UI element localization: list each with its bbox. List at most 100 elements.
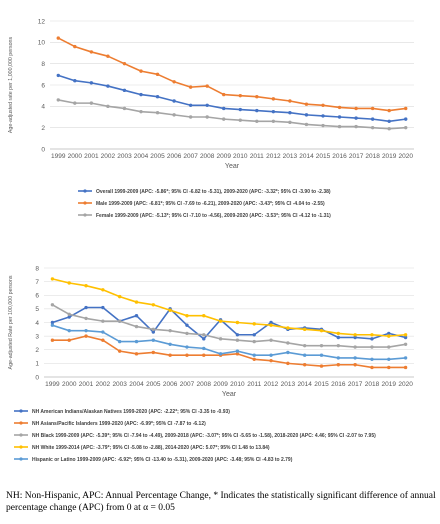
series-line-2 xyxy=(58,99,406,130)
data-point-series-1 xyxy=(337,105,342,110)
data-point-series-0 xyxy=(235,333,240,337)
data-point-series-2 xyxy=(235,338,240,342)
data-point-series-3 xyxy=(252,322,256,326)
data-point-series-3 xyxy=(286,326,290,330)
legend-label-0: NH American Indians/Alaskan Natives 1999… xyxy=(32,409,230,415)
data-point-series-3 xyxy=(185,313,189,318)
x-tick-label: 2013 xyxy=(281,381,296,388)
data-point-series-1 xyxy=(139,69,143,73)
legend-marker-0 xyxy=(19,409,23,413)
legend-marker-4 xyxy=(19,457,23,461)
x-tick-label: 2020 xyxy=(398,381,413,388)
data-point-series-2 xyxy=(370,125,375,130)
data-point-series-0 xyxy=(255,108,259,113)
data-point-series-0 xyxy=(288,111,292,115)
data-point-series-2 xyxy=(238,118,242,122)
data-point-series-4 xyxy=(302,353,307,357)
legend-label-2: Female 1999-2009 (APC: -5.13*; 95% CI -7… xyxy=(96,213,331,219)
x-tick-label: 1999 xyxy=(51,153,66,160)
data-point-series-1 xyxy=(238,93,242,98)
x-tick-label: 2011 xyxy=(250,153,264,160)
data-point-series-1 xyxy=(286,361,290,366)
data-point-series-1 xyxy=(271,97,276,101)
data-point-series-4 xyxy=(134,339,139,344)
data-point-series-1 xyxy=(370,365,374,370)
x-tick-label: 2006 xyxy=(167,153,182,160)
data-point-series-0 xyxy=(304,113,309,117)
data-point-series-1 xyxy=(288,99,292,103)
data-point-series-2 xyxy=(151,327,156,332)
data-point-series-1 xyxy=(67,338,71,342)
x-tick-label: 2011 xyxy=(247,381,261,388)
x-tick-label: 2009 xyxy=(213,381,228,388)
y-tick-label: 10 xyxy=(38,40,46,47)
data-point-series-4 xyxy=(269,353,273,357)
data-point-series-3 xyxy=(235,320,240,325)
data-point-series-3 xyxy=(168,308,172,312)
x-tick-label: 2001 xyxy=(79,381,94,388)
data-point-series-3 xyxy=(218,319,223,323)
series-line-0 xyxy=(52,306,406,340)
data-point-series-2 xyxy=(73,101,77,105)
y-tick-label: 0 xyxy=(35,374,39,381)
x-tick-label: 2007 xyxy=(180,381,195,388)
legend-label-3: NH White 1999-2014 (APC: -3.79*; 95% CI … xyxy=(32,445,270,451)
data-point-series-2 xyxy=(188,115,193,119)
legend-label-1: NH Asians/Pacific Islanders 1999-2020 (A… xyxy=(32,421,206,427)
data-point-series-3 xyxy=(67,281,71,285)
x-tick-label: 2007 xyxy=(183,153,198,160)
data-point-series-3 xyxy=(302,327,307,332)
data-point-series-1 xyxy=(84,334,88,338)
x-tick-label: 2010 xyxy=(230,381,245,388)
x-tick-label: 2010 xyxy=(233,153,248,160)
x-tick-label: 2006 xyxy=(163,381,178,388)
data-point-series-0 xyxy=(122,88,127,93)
legend-label-0: Overall 1999-2009 (APC: -5.86*; 95% CI -… xyxy=(96,189,331,195)
series-line-2 xyxy=(52,304,406,348)
data-point-series-1 xyxy=(404,106,408,111)
x-tick-label: 2020 xyxy=(398,153,413,160)
data-point-series-2 xyxy=(336,343,341,348)
data-point-series-1 xyxy=(321,103,325,107)
data-point-series-2 xyxy=(122,106,127,111)
y-tick-label: 4 xyxy=(35,320,39,327)
x-tick-label: 2002 xyxy=(96,381,111,388)
data-point-series-1 xyxy=(50,338,55,342)
x-tick-label: 2002 xyxy=(101,153,116,160)
data-point-series-1 xyxy=(255,95,259,99)
y-tick-label: 8 xyxy=(41,61,45,68)
y-tick-label: 6 xyxy=(41,82,45,89)
data-point-series-1 xyxy=(269,358,273,363)
data-point-series-2 xyxy=(222,117,226,121)
data-point-series-2 xyxy=(84,316,88,321)
data-point-series-3 xyxy=(202,313,206,318)
data-point-series-1 xyxy=(117,349,122,353)
data-point-series-4 xyxy=(67,328,71,333)
data-point-series-1 xyxy=(168,353,172,357)
data-point-series-0 xyxy=(387,331,391,336)
data-point-series-0 xyxy=(269,320,273,325)
legend-label-1: Male 1999-2009 (APC: -6.81*; 95% CI -7.6… xyxy=(96,201,325,207)
data-point-series-1 xyxy=(101,338,105,342)
data-point-series-0 xyxy=(370,117,375,121)
data-point-series-2 xyxy=(89,101,94,105)
data-point-series-0 xyxy=(188,103,193,107)
x-tick-label: 2008 xyxy=(200,153,215,160)
data-point-series-2 xyxy=(288,120,292,125)
x-tick-label: 2019 xyxy=(382,381,397,388)
data-point-series-0 xyxy=(321,114,325,118)
x-tick-label: 2016 xyxy=(331,381,346,388)
data-point-series-1 xyxy=(353,363,357,367)
data-point-series-3 xyxy=(151,303,156,307)
data-point-series-4 xyxy=(370,357,374,361)
x-tick-label: 2018 xyxy=(365,153,380,160)
data-point-series-2 xyxy=(353,345,357,349)
series-line-1 xyxy=(57,37,406,112)
data-point-series-2 xyxy=(255,119,259,123)
x-tick-label: 2003 xyxy=(112,381,127,388)
data-point-series-1 xyxy=(235,352,240,356)
data-point-series-1 xyxy=(134,352,139,356)
x-tick-label: 2000 xyxy=(62,381,77,388)
y-tick-label: 1 xyxy=(35,361,39,368)
